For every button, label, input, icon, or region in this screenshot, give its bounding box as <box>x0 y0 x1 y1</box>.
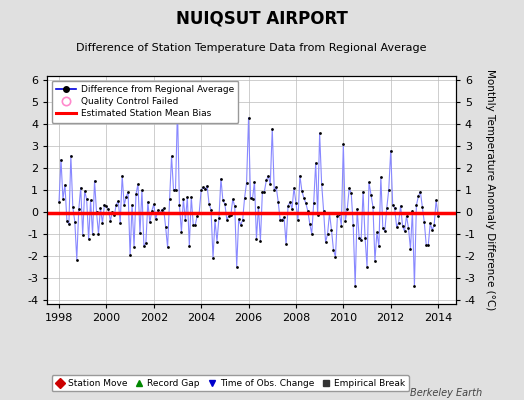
Title: Difference of Station Temperature Data from Regional Average: Difference of Station Temperature Data f… <box>77 43 427 53</box>
Y-axis label: Monthly Temperature Anomaly Difference (°C): Monthly Temperature Anomaly Difference (… <box>485 69 496 311</box>
Legend: Station Move, Record Gap, Time of Obs. Change, Empirical Break: Station Move, Record Gap, Time of Obs. C… <box>52 375 409 392</box>
Legend: Difference from Regional Average, Quality Control Failed, Estimated Station Mean: Difference from Regional Average, Qualit… <box>52 80 238 123</box>
Text: NUIQSUT AIRPORT: NUIQSUT AIRPORT <box>176 10 348 28</box>
Text: Berkeley Earth: Berkeley Earth <box>410 388 482 398</box>
